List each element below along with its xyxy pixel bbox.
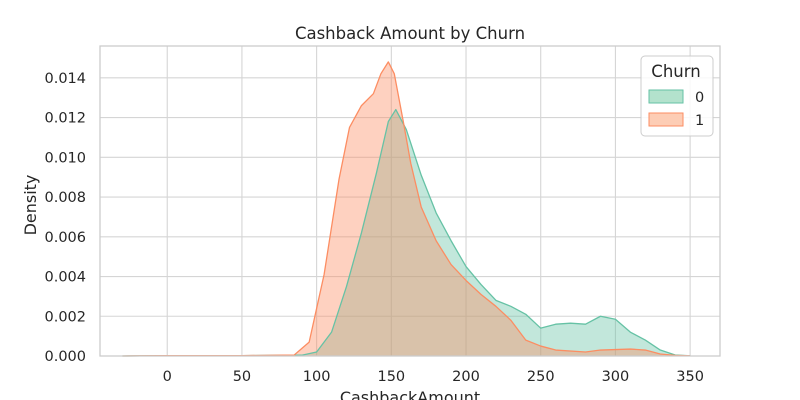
x-axis: 0 50 100 150 200 250 300 350 <box>163 369 704 385</box>
x-tick-label-7: 350 <box>676 369 704 385</box>
x-tick-label-4: 200 <box>452 369 480 385</box>
x-tick-label-6: 300 <box>602 369 630 385</box>
density-area-churn-1 <box>122 61 691 357</box>
y-tick-label-2: 0.004 <box>44 270 86 286</box>
x-tick-label-1: 50 <box>233 369 251 385</box>
x-axis-label: CashbackAmount <box>340 388 480 400</box>
density-line-churn-0 <box>122 108 691 357</box>
y-tick-label-0: 0.000 <box>44 349 86 365</box>
legend-label-0: 0 <box>695 90 704 106</box>
x-tick-label-0: 0 <box>163 369 172 385</box>
legend-title: Churn <box>651 62 700 81</box>
y-tick-label-3: 0.006 <box>44 230 86 246</box>
x-tick-label-2: 100 <box>303 369 331 385</box>
density-line-churn-1 <box>122 61 691 357</box>
x-tick-label-3: 150 <box>377 369 405 385</box>
legend-swatch-0 <box>648 89 684 104</box>
y-axis: 0.000 0.002 0.004 0.006 0.008 0.010 0.012 0.014 <box>44 71 86 365</box>
y-tick-label-1: 0.002 <box>44 309 86 325</box>
legend: Churn 0 1 <box>640 55 714 137</box>
plot-frame <box>99 45 721 357</box>
axes-frame <box>99 45 721 357</box>
y-axis-label: Density <box>21 175 40 236</box>
x-tick-label-5: 250 <box>527 369 555 385</box>
legend-label-1: 1 <box>695 113 704 129</box>
density-areas <box>122 61 691 357</box>
legend-swatch-1 <box>648 112 684 127</box>
chart-title: Cashback Amount by Churn <box>295 24 525 43</box>
plot-area <box>100 46 720 356</box>
y-tick-label-7: 0.014 <box>44 71 86 87</box>
y-tick-label-5: 0.010 <box>44 150 86 166</box>
y-tick-label-6: 0.012 <box>44 111 86 127</box>
density-area-churn-0 <box>122 109 691 356</box>
y-tick-label-4: 0.008 <box>44 190 86 206</box>
